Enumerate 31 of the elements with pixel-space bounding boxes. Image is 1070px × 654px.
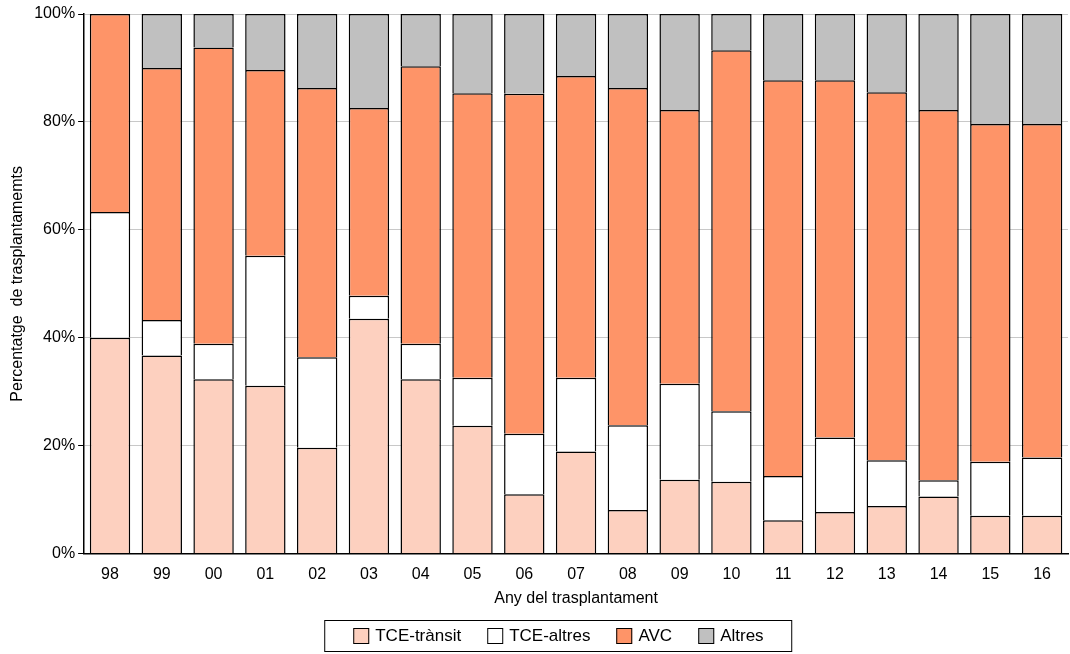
x-tick-label: 01 [256,564,275,582]
x-tick-label: 04 [411,564,430,582]
y-axis-title: Percentatge de trasplantamemts [8,165,26,402]
legend-label: TCE-altres [509,626,591,646]
x-tick-label: 12 [826,564,844,582]
x-tick-label: 09 [670,564,689,582]
x-axis-title: Any del trasplantament [494,588,659,606]
x-tick-label: 02 [308,564,327,582]
y-tick-label: 60% [43,220,76,238]
x-tick-label: 06 [515,564,534,582]
x-tick-label: 98 [101,564,120,582]
legend-label: AVC [638,626,673,646]
y-tick-label: 20% [43,436,76,454]
y-tick-label: 0% [52,544,76,562]
y-tick-label: 80% [43,112,76,130]
x-tick-label: 07 [567,564,586,582]
x-tick-label: 99 [152,564,171,582]
x-tick-label: 16 [1033,564,1052,582]
x-tick-label: 03 [360,564,378,582]
x-tick-label: 05 [463,564,482,582]
y-tick-label: 100% [34,4,76,22]
legend-label: TCE-trànsit [375,626,462,646]
y-tick-label: 40% [43,328,76,346]
x-tick-label: 10 [722,564,741,582]
x-tick-label: 13 [877,564,896,582]
legend-label: Altres [720,626,764,646]
x-tick-label: 00 [204,564,223,582]
x-tick-label: 14 [929,564,948,582]
x-tick-label: 11 [774,564,792,582]
x-tick-label: 08 [618,564,637,582]
x-tick-label: 15 [981,564,1000,582]
